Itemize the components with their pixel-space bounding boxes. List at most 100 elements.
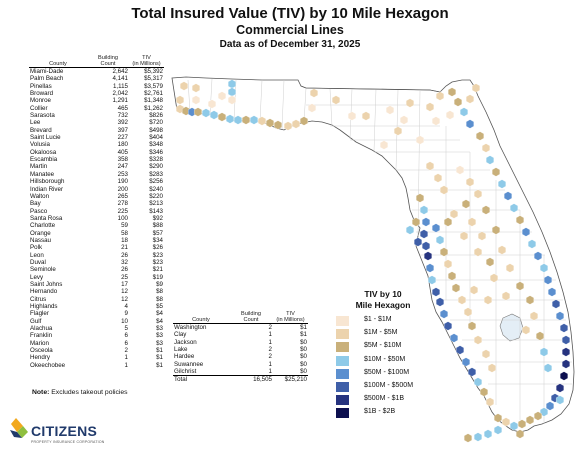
building-count: 9 xyxy=(124,310,128,318)
tiv-hexagon xyxy=(242,115,250,125)
table-row: Pasco 225 $143 xyxy=(29,208,164,215)
tiv-hexagon xyxy=(480,387,488,397)
tiv-hexagon xyxy=(208,99,216,109)
tiv-hexagon xyxy=(540,407,548,417)
legend-swatch xyxy=(336,381,349,392)
table-row: Manatee 253 $283 xyxy=(29,171,164,178)
legend-label: $100M - $500M xyxy=(364,381,414,389)
building-count: 2 xyxy=(124,347,128,355)
tiv-hexagon xyxy=(526,415,534,425)
table-row: Washington 2 $1 xyxy=(173,324,308,332)
legend-item: $5M - $10M xyxy=(333,341,433,354)
legend-item: $1B - $2B xyxy=(333,407,433,420)
tiv-hexagon xyxy=(546,401,554,411)
building-count: 1 xyxy=(268,368,272,376)
tiv-hexagon xyxy=(474,432,482,442)
legend-label: $1B - $2B xyxy=(364,408,396,416)
legend-label: $500M - $1B xyxy=(364,395,405,403)
building-count: 6 xyxy=(124,332,128,340)
table-row: Hillsborough 190 $256 xyxy=(29,178,164,185)
tiv-value: $256 xyxy=(149,178,163,186)
tiv-hexagon xyxy=(488,363,496,373)
tiv-hexagon xyxy=(518,419,526,429)
county-name: Lake xyxy=(174,346,188,354)
tiv-hexagon xyxy=(522,325,530,335)
tiv-hexagon xyxy=(498,179,506,189)
county-name: Saint Johns xyxy=(30,280,63,288)
tiv-hexagon xyxy=(180,81,188,91)
tiv-value: $3 xyxy=(156,339,163,347)
tiv-value: $4 xyxy=(156,317,163,325)
tiv-value: $3,579 xyxy=(144,82,163,90)
table-row: Polk 21 $26 xyxy=(29,244,164,251)
tiv-value: $0 xyxy=(300,368,307,376)
tiv-hexagon xyxy=(484,295,492,305)
legend-swatch xyxy=(336,408,349,419)
table-row: Leon 26 $23 xyxy=(29,252,164,259)
tiv-hexagon xyxy=(456,165,464,175)
legend-label: $5M - $10M xyxy=(364,342,402,350)
table-row: Flagler 9 $4 xyxy=(29,310,164,317)
county-line xyxy=(329,88,333,127)
county-name: Suwannee xyxy=(174,360,204,368)
table-row: Jackson 1 $0 xyxy=(173,339,308,346)
building-count: 732 xyxy=(117,112,128,120)
tiv-value: $283 xyxy=(149,170,163,178)
tiv-value: $0 xyxy=(300,346,307,354)
legend-item: $500M - $1B xyxy=(333,394,433,407)
table-row: Okaloosa 405 $346 xyxy=(29,149,164,156)
tiv-hexagon xyxy=(474,335,482,345)
building-count: 200 xyxy=(117,185,128,193)
building-count: 2,042 xyxy=(112,90,128,98)
table-row: Franklin 6 $3 xyxy=(29,332,164,339)
tiv-value: $0 xyxy=(300,353,307,361)
building-count: 25 xyxy=(121,273,128,281)
building-count: 21 xyxy=(121,244,128,252)
county-name: Escambia xyxy=(30,156,58,164)
table-row: Marion 6 $3 xyxy=(29,340,164,347)
table-row: Gulf 10 $4 xyxy=(29,318,164,325)
county-name: Hernando xyxy=(30,288,58,296)
tiv-hexagon xyxy=(460,231,468,241)
tiv-hexagon xyxy=(474,377,482,387)
tiv-hexagon xyxy=(556,395,564,405)
logo-mark xyxy=(10,418,28,438)
building-count: 59 xyxy=(121,222,128,230)
tiv-hexagon xyxy=(420,229,428,239)
tiv-value: $826 xyxy=(149,112,163,120)
tiv-hexagon xyxy=(534,251,542,261)
tiv-hexagon xyxy=(462,357,470,367)
legend-title-line2: Mile Hexagon xyxy=(355,300,411,310)
county-name: Orange xyxy=(30,229,51,237)
legend-label: $50M - $100M xyxy=(364,368,410,376)
tiv-hexagon xyxy=(478,231,486,241)
legend-item: $10M - $50M xyxy=(333,355,433,368)
legend-title-line1: TIV by 10 xyxy=(364,289,402,299)
col-county-header: County xyxy=(29,55,87,68)
tiv-hexagon xyxy=(362,111,370,121)
total-row: Total 16,505 $25,210 xyxy=(173,375,308,384)
col-county-header: County xyxy=(173,311,229,324)
tiv-hexagon xyxy=(540,263,548,273)
lake-okeechobee xyxy=(499,313,524,342)
tiv-hexagon xyxy=(406,225,414,235)
building-count: 227 xyxy=(117,134,128,142)
building-count: 26 xyxy=(121,266,128,274)
tiv-hexagon xyxy=(526,295,534,305)
tiv-hexagon xyxy=(516,215,524,225)
tiv-value: $23 xyxy=(152,258,163,266)
tiv-hexagon xyxy=(504,191,512,201)
tiv-hexagon xyxy=(250,115,258,125)
tiv-hexagon xyxy=(444,259,452,269)
table-row: Bay 278 $213 xyxy=(29,200,164,207)
building-count: 2,642 xyxy=(112,68,128,75)
tiv-hexagon xyxy=(510,421,518,431)
tiv-hexagon xyxy=(428,275,436,285)
tiv-hexagon xyxy=(426,102,434,112)
building-count: 225 xyxy=(117,207,128,215)
tiv-hexagon xyxy=(494,425,502,435)
col-building-header: Building Count xyxy=(87,55,129,68)
building-count: 2 xyxy=(268,324,272,331)
tiv-hexagon xyxy=(444,217,452,227)
legend-item: $100M - $500M xyxy=(333,381,433,394)
